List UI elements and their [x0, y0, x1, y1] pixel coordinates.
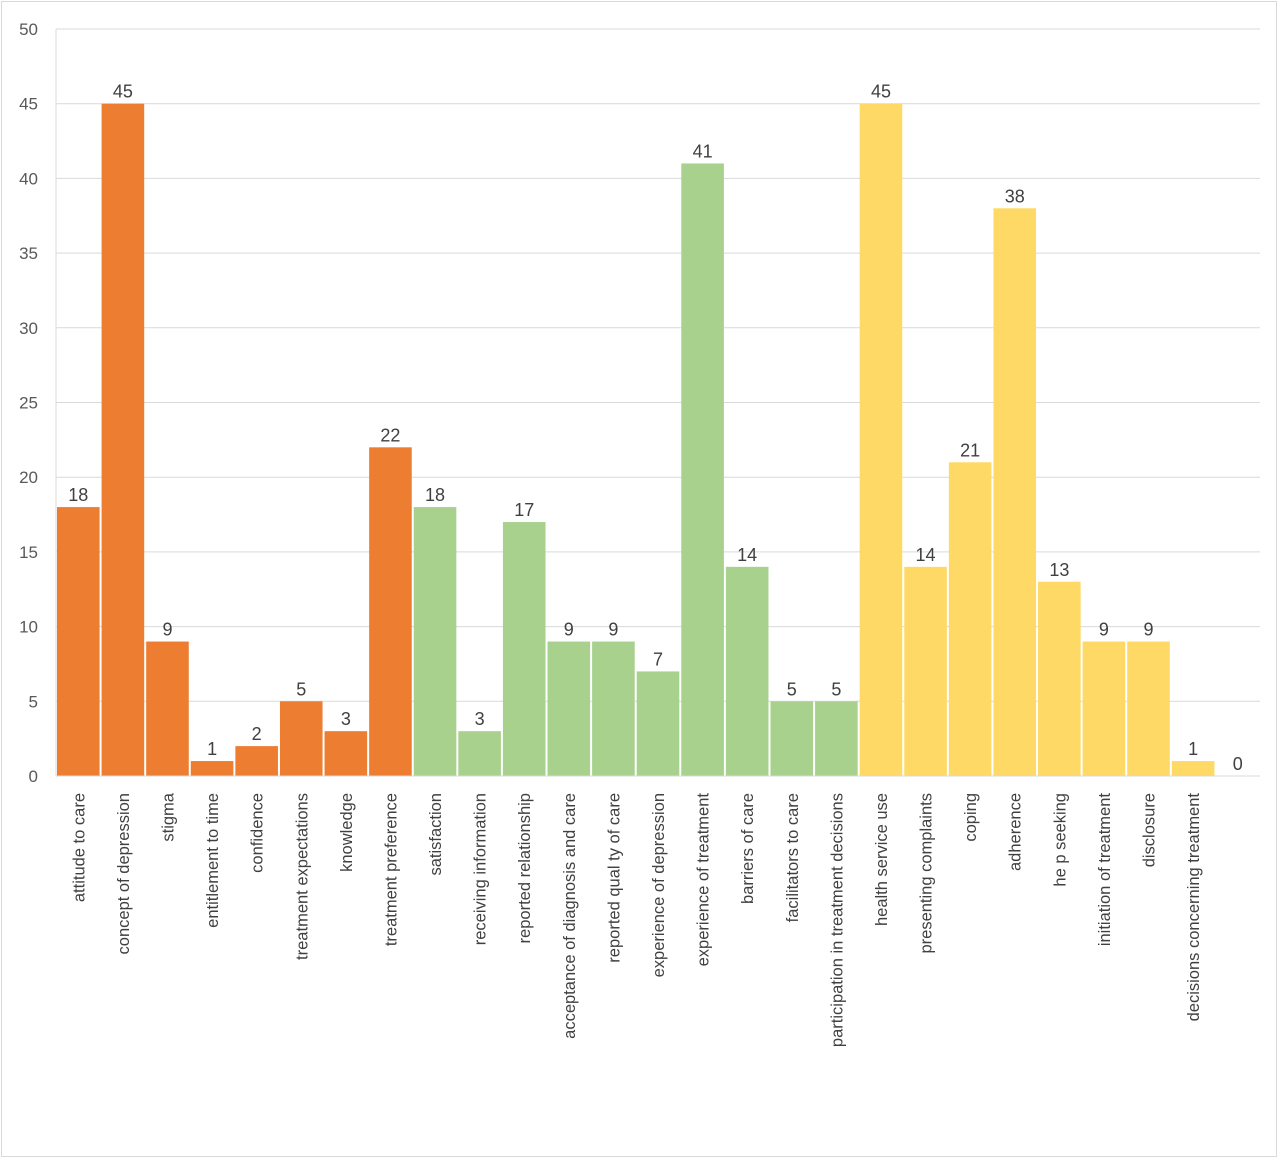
x-tick-label-4: confidence: [249, 793, 267, 873]
x-tick-label-6: knowledge: [338, 793, 356, 872]
data-label-18: 45: [871, 82, 891, 102]
data-label-13: 7: [653, 649, 663, 669]
x-axis: attitude to care concept of depression sti…: [56, 775, 1260, 1047]
y-tick-label-5: 5: [29, 692, 38, 711]
bar-11: [547, 641, 591, 776]
data-label-26: 0: [1233, 754, 1243, 774]
x-tick-label-23: initiation of treatment: [1096, 793, 1114, 947]
data-label-7: 22: [380, 425, 400, 445]
bar-24: [1127, 641, 1170, 776]
data-label-0: 18: [68, 485, 88, 505]
data-label-14: 41: [693, 141, 713, 161]
bar-6: [324, 731, 368, 776]
data-label-17: 5: [831, 679, 841, 699]
bar-21: [993, 208, 1037, 776]
data-label-4: 2: [252, 724, 262, 744]
data-label-1: 45: [113, 82, 133, 102]
x-tick-label-13: experience of depression: [650, 793, 668, 977]
data-label-6: 3: [341, 709, 351, 729]
bar-3: [190, 761, 234, 776]
x-tick-label-8: satisfaction: [427, 793, 445, 876]
bars: [57, 103, 1215, 776]
data-label-3: 1: [207, 739, 217, 759]
x-tick-label-15: barriers of care: [739, 793, 757, 904]
bar-9: [458, 731, 501, 776]
bar-17: [815, 701, 858, 776]
bar-19: [904, 566, 947, 776]
y-tick-label-20: 20: [19, 468, 38, 487]
bar-7: [369, 447, 412, 776]
y-tick-label-10: 10: [19, 618, 38, 637]
bar-1: [101, 103, 145, 776]
bar-15: [725, 566, 769, 776]
y-tick-label-40: 40: [19, 169, 38, 188]
y-tick-label-25: 25: [19, 394, 38, 413]
bar-4: [235, 746, 278, 776]
bar-12: [592, 641, 635, 776]
data-label-15: 14: [737, 545, 757, 565]
bar-16: [770, 701, 814, 776]
bar-22: [1038, 581, 1081, 776]
data-label-12: 9: [608, 620, 618, 640]
bar-18: [859, 103, 903, 776]
x-tick-label-14: experience of treatment: [695, 793, 713, 967]
x-tick-label-1: concept of depression: [115, 793, 133, 954]
bar-25: [1171, 761, 1215, 776]
data-label-11: 9: [564, 620, 574, 640]
x-tick-label-0: attitude to care: [70, 793, 88, 902]
y-tick-label-35: 35: [19, 244, 38, 263]
bar-20: [948, 462, 992, 776]
x-tick-label-24: disclosure: [1141, 793, 1159, 867]
bar-8: [413, 507, 457, 776]
data-label-25: 1: [1188, 739, 1198, 759]
bar-14: [681, 163, 724, 776]
y-tick-label-15: 15: [19, 543, 38, 562]
data-labels: 18 45 9 1 2 5 3 22 18 3 17 9 9 7 41 14 5 5 45 14 21 38 13 9 9 1 0: [68, 82, 1242, 774]
x-tick-label-9: receiving information: [472, 793, 490, 945]
x-tick-label-10: reported relationship: [516, 793, 534, 943]
data-label-22: 13: [1049, 560, 1069, 580]
x-tick-label-17: participation in treatment decisions: [828, 793, 846, 1047]
y-tick-label-50: 50: [19, 20, 38, 39]
x-tick-label-2: stigma: [159, 792, 177, 841]
bar-2: [146, 641, 189, 776]
x-tick-label-22: he p seeking: [1051, 793, 1069, 887]
data-label-21: 38: [1005, 186, 1025, 206]
data-label-20: 21: [960, 440, 980, 460]
x-tick-label-19: presenting complaints: [918, 793, 936, 954]
y-tick-label-45: 45: [19, 95, 38, 114]
y-tick-label-0: 0: [29, 767, 38, 786]
x-tick-label-18: health service use: [873, 793, 891, 926]
data-label-8: 18: [425, 485, 445, 505]
x-tick-label-12: reported qual ty of care: [605, 793, 623, 963]
x-tick-label-20: coping: [962, 793, 980, 842]
x-tick-label-25: decisions concerning treatment: [1185, 793, 1203, 1022]
x-tick-label-7: treatment preference: [382, 793, 400, 946]
data-label-19: 14: [916, 545, 936, 565]
data-label-23: 9: [1099, 620, 1109, 640]
data-label-2: 9: [162, 620, 172, 640]
x-tick-label-16: facilitators to care: [784, 793, 802, 922]
x-tick-label-11: acceptance of diagnosis and care: [561, 793, 579, 1039]
data-label-9: 3: [475, 709, 485, 729]
y-axis: 0 5 10 15 20 25 30 35 40 45 50: [19, 20, 57, 786]
bar-13: [636, 671, 680, 776]
bar-23: [1082, 641, 1126, 776]
x-tick-label-21: adherence: [1007, 793, 1025, 871]
data-label-5: 5: [296, 679, 306, 699]
y-tick-label-30: 30: [19, 319, 38, 338]
bar-0: [57, 507, 100, 776]
data-label-10: 17: [514, 500, 534, 520]
data-label-16: 5: [787, 679, 797, 699]
x-tick-label-5: treatment expectations: [293, 793, 311, 960]
data-label-24: 9: [1144, 620, 1154, 640]
x-tick-label-3: entitlement to time: [204, 793, 222, 928]
bar-5: [279, 701, 323, 776]
bar-10: [502, 522, 546, 776]
